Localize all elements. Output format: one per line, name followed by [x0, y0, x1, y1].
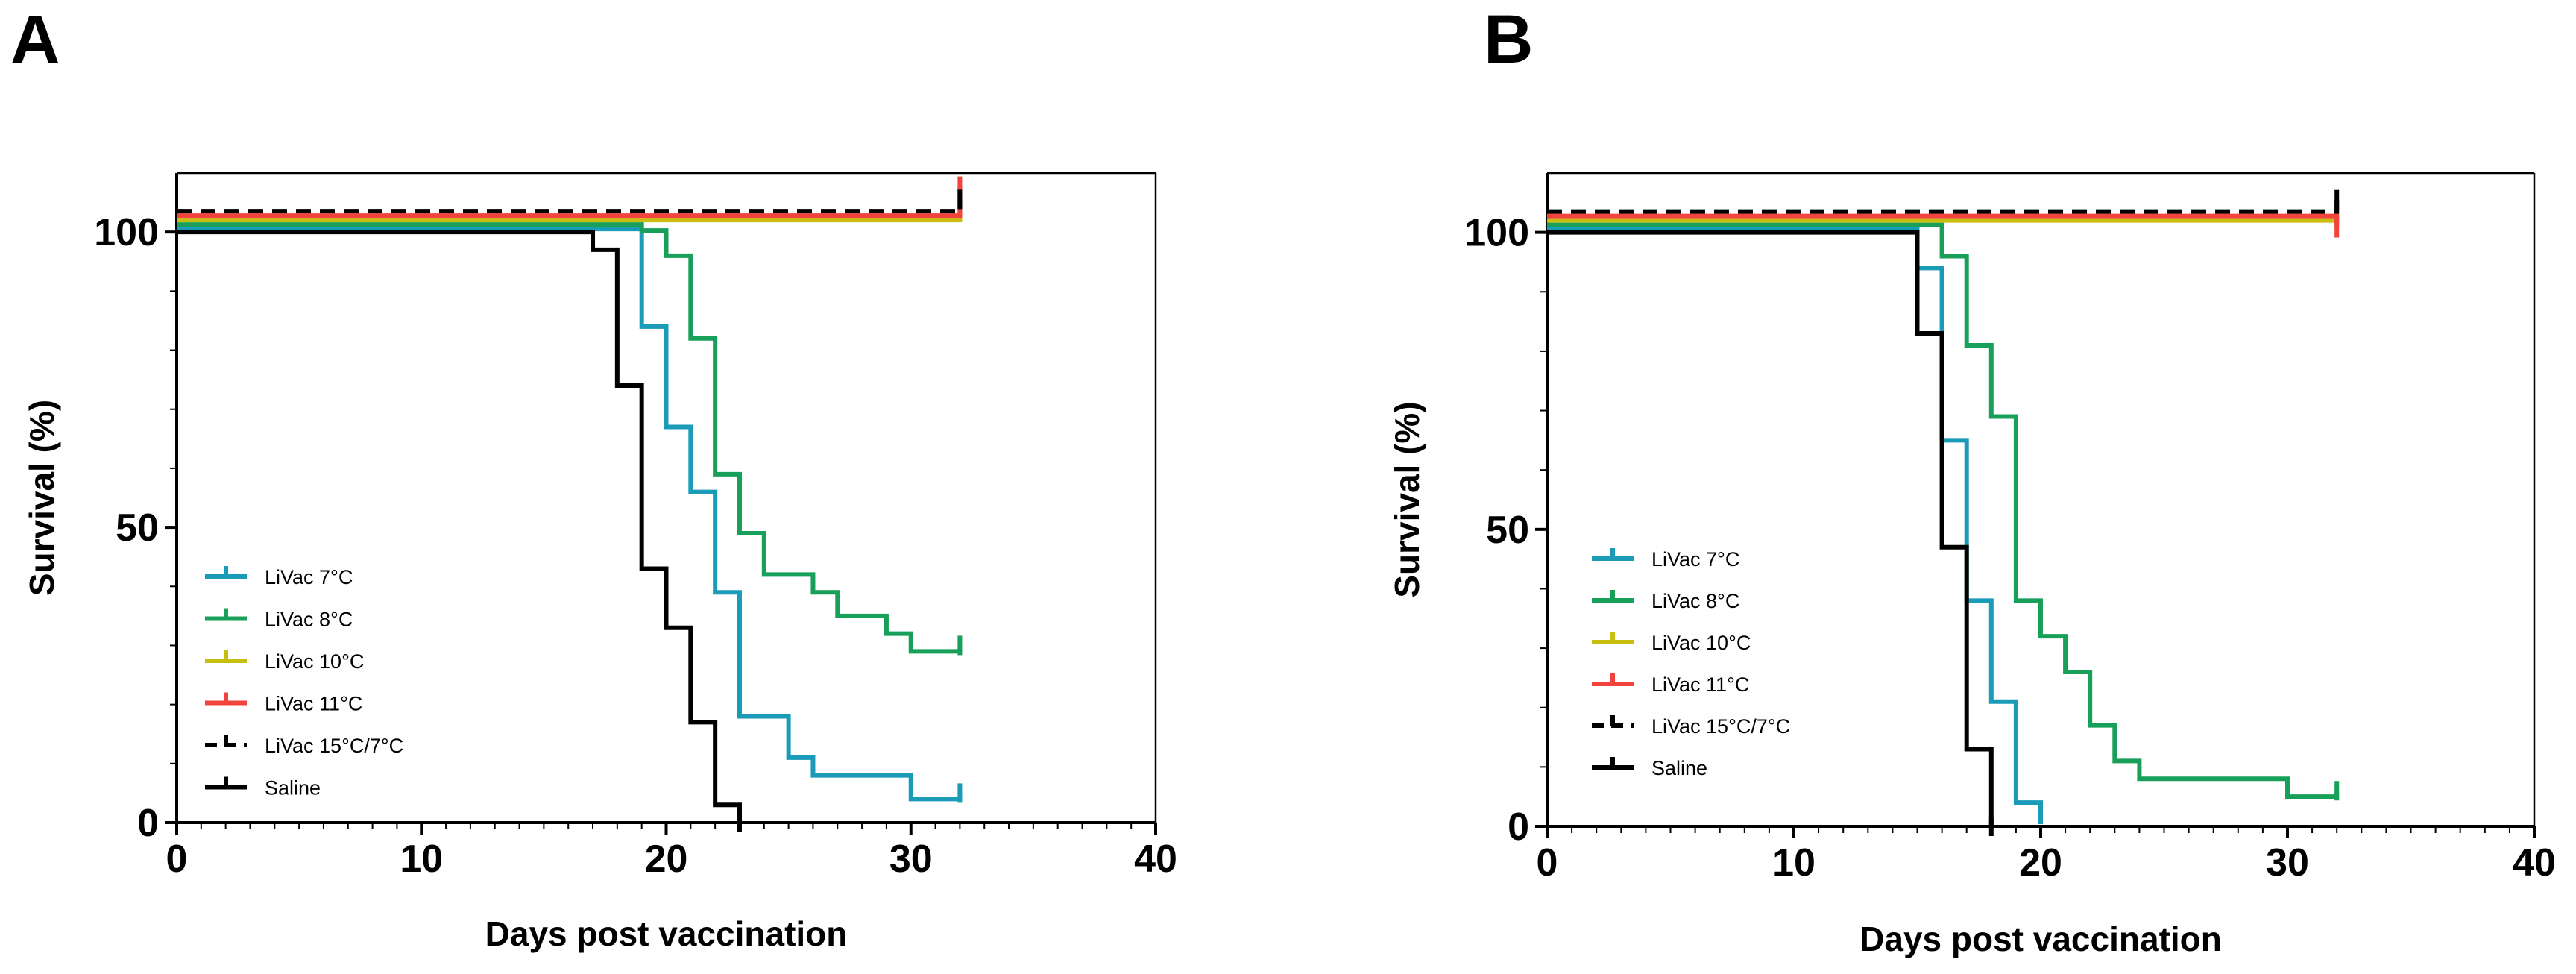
legend-label: Saline: [265, 777, 321, 799]
panel-letter: B: [1484, 1, 1533, 78]
legend-label: LiVac 15°C/7°C: [1651, 715, 1790, 738]
x-axis-title: Days post vaccination: [1859, 920, 2222, 958]
legend-label: LiVac 10°C: [1651, 632, 1751, 654]
series-line-2: [177, 222, 963, 654]
series-line-1: [177, 227, 963, 802]
y-tick-label: 50: [1486, 509, 1529, 552]
y-tick-label: 0: [137, 802, 159, 845]
legend-label: LiVac 11°C: [265, 693, 362, 715]
legend-label: LiVac 10°C: [265, 650, 364, 673]
x-tick-label: 10: [400, 838, 443, 881]
y-tick-label: 100: [1464, 212, 1529, 255]
legend-label: LiVac 7°C: [1651, 548, 1739, 571]
x-tick-label: 0: [166, 838, 188, 881]
legend-label: Saline: [1651, 757, 1707, 779]
legend-label: LiVac 11°C: [1651, 673, 1749, 696]
legend-label: LiVac 8°C: [265, 609, 353, 631]
x-tick-label: 20: [2019, 841, 2062, 885]
x-tick-label: 40: [1134, 838, 1177, 881]
y-tick-label: 50: [116, 506, 159, 550]
x-axis-title: Days post vaccination: [485, 914, 848, 953]
x-tick-label: 0: [1537, 841, 1558, 885]
y-axis-title: Survival (%): [1388, 401, 1426, 597]
x-tick-label: 30: [889, 838, 933, 881]
x-tick-label: 30: [2266, 841, 2309, 885]
series-line-5: [177, 199, 963, 214]
panel-letter: A: [10, 1, 60, 78]
legend-label: LiVac 15°C/7°C: [265, 735, 403, 757]
series-line-2: [1547, 222, 2340, 799]
series-line-6: [177, 230, 742, 823]
panel-a: A 0 10 20 30 40 0 50 100 Days post vaccination Sur…: [10, 1, 1177, 953]
series-line-5: [1547, 199, 2340, 214]
x-tick-label: 40: [2513, 841, 2556, 885]
legend-label: LiVac 8°C: [1651, 590, 1739, 612]
series-line-6: [1547, 230, 1994, 826]
x-tick-label: 20: [645, 838, 688, 881]
legend-label: LiVac 7°C: [265, 566, 353, 588]
x-tick-label: 10: [1772, 841, 1816, 885]
y-axis-title: Survival (%): [22, 400, 61, 596]
y-tick-label: 0: [1508, 805, 1529, 849]
panel-b: B 0 10 20 30 40 0 50 100 Days post vaccination Sur…: [1388, 1, 2556, 958]
y-tick-label: 100: [94, 211, 159, 254]
